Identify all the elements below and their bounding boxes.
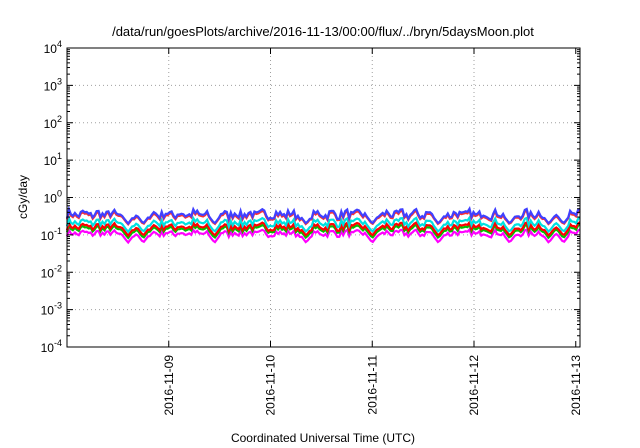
y-tick-label: 103	[44, 76, 62, 93]
y-axis-label: cGy/day	[16, 175, 30, 219]
y-tick-label: 10-1	[41, 226, 62, 243]
ticks: 10-4 10-3 10-2 10-1 100 101 102 103 104 2016-11-0…	[41, 39, 583, 416]
y-tick-label: 10-2	[41, 263, 62, 280]
y-tick-label: 102	[44, 114, 62, 131]
x-axis-label: Coordinated Universal Time (UTC)	[231, 431, 415, 445]
series-line	[65, 205, 581, 226]
y-tick-label: 104	[44, 39, 62, 56]
series-line	[65, 222, 581, 240]
y-tick-label: 100	[44, 189, 62, 206]
grid	[67, 48, 580, 347]
series-line	[65, 219, 581, 238]
x-tick-label: 2016-11-09	[162, 355, 176, 416]
series-line	[65, 214, 581, 234]
y-tick-label: 10-4	[41, 338, 62, 355]
x-tick-label: 2016-11-10	[264, 355, 278, 416]
y-tick-label: 10-3	[41, 301, 62, 318]
y-tick-label: 101	[44, 151, 62, 168]
series-line	[65, 227, 581, 245]
series-layer	[65, 205, 581, 245]
x-tick-label: 2016-11-13	[569, 355, 583, 416]
chart-title: /data/run/goesPlots/archive/2016-11-13/0…	[112, 24, 534, 39]
x-tick-label: 2016-11-12	[467, 355, 481, 416]
x-tick-label: 2016-11-11	[365, 355, 379, 415]
